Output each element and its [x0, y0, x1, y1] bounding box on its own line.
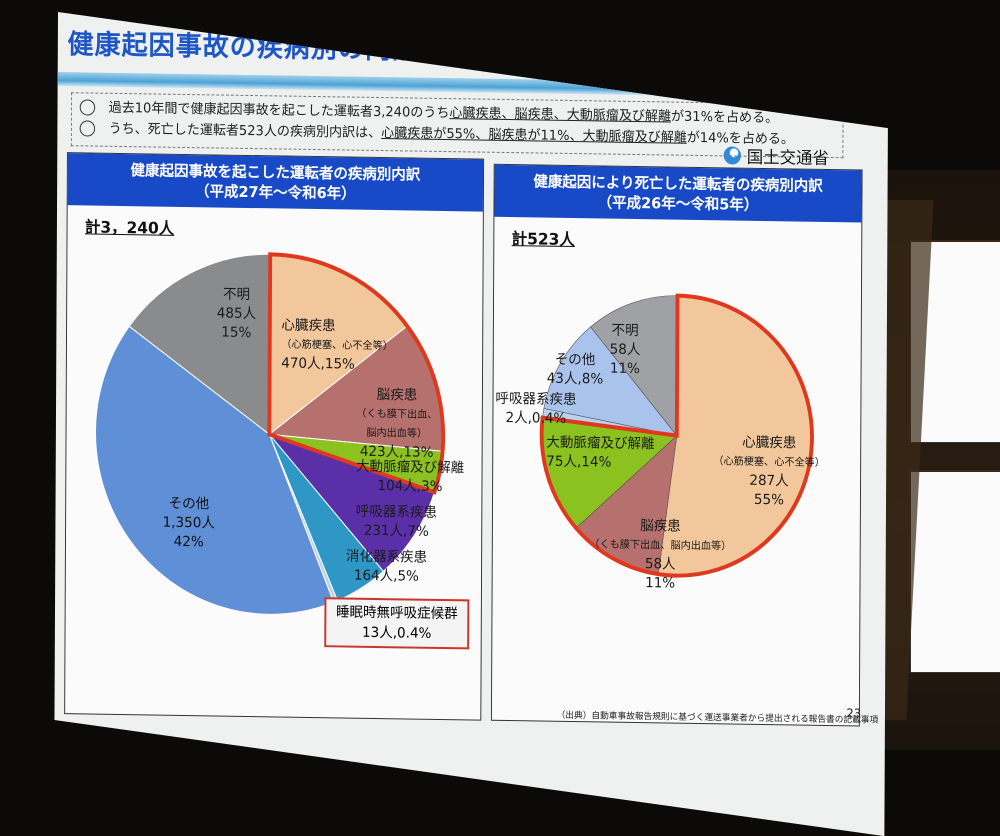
- left-pie-chart: [95, 252, 446, 615]
- label-brain: 脳疾患 （くも膜下出血、脳内出血等） 58人 11%: [589, 518, 732, 592]
- page-number: 23: [846, 706, 862, 721]
- label-sleep-apnea-box: 睡眠時無呼吸症候群 13人,0.4%: [324, 597, 470, 650]
- label-digestive: 消化器系疾患 164人,5%: [345, 548, 428, 585]
- label-respiratory: 呼吸器系疾患 2人,0.4%: [495, 390, 577, 427]
- right-total: 計523人: [511, 229, 575, 250]
- label-respiratory: 呼吸器系疾患 231人,7%: [355, 503, 437, 540]
- label-heart: 心臓疾患 （心筋梗塞、心不全等） 287人 55%: [713, 434, 825, 509]
- label-other: その他 43人,8%: [546, 351, 604, 388]
- label-brain: 脳疾患 （くも膜下出血、 脳内出血等） 423人,13%: [356, 386, 438, 461]
- slide-title: 健康起因事故の疾病別の内訳（平成27年～令和6年）: [67, 29, 720, 71]
- left-chart-header: 健康起因事故を起こした運転者の疾病別内訳 （平成27年～令和6年）: [67, 153, 484, 212]
- label-other: その他 1,350人 42%: [162, 495, 215, 551]
- right-pie-chart: [539, 293, 814, 578]
- wall-panel: [910, 470, 1000, 673]
- circle-bullet-icon: [79, 120, 96, 137]
- label-aorta: 大動脈瘤及び解離 104人,3%: [356, 458, 465, 496]
- right-chart-header: 健康起因により死亡した運転者の疾病別内訳 （平成26年～令和5年）: [494, 164, 862, 223]
- left-chart-panel: 健康起因事故を起こした運転者の疾病別内訳 （平成27年～令和6年） 計3，240…: [64, 152, 485, 721]
- label-aorta: 大動脈瘤及び解離 75人,14%: [546, 434, 655, 471]
- label-unknown: 不明 58人 11%: [609, 322, 641, 378]
- label-unknown: 不明 485人 15%: [216, 286, 257, 342]
- right-chart-panel: 健康起因により死亡した運転者の疾病別内訳 （平成26年～令和5年） 計523人 …: [490, 163, 863, 727]
- circle-bullet-icon: [79, 99, 96, 116]
- left-total: 計3，240人: [84, 217, 175, 238]
- label-heart: 心臓疾患 （心筋梗塞、心不全等） 470人,15%: [281, 317, 393, 373]
- projected-slide: 健康起因事故の疾病別の内訳（平成27年～令和6年） 国土交通省 過去10年間で健…: [54, 12, 888, 836]
- summary-notes: 過去10年間で健康起因事故を起こした運転者3,240のうち心臓疾患、脳疾患、大動…: [70, 92, 844, 159]
